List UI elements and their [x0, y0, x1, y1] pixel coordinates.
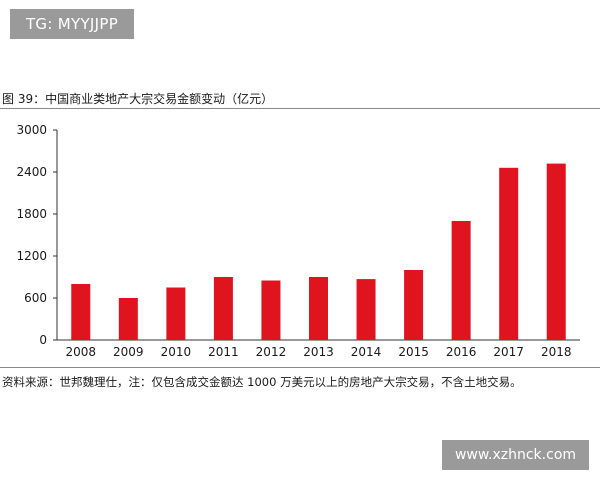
bar	[261, 280, 281, 340]
bar	[546, 163, 566, 340]
x-tick-label: 2016	[446, 345, 477, 359]
bar	[118, 298, 138, 340]
x-tick-label: 2018	[541, 345, 572, 359]
y-tick-label: 600	[24, 291, 47, 305]
bar	[499, 167, 519, 340]
bar	[451, 221, 471, 340]
bar	[213, 277, 233, 340]
x-tick-label: 2017	[493, 345, 524, 359]
x-tick-label: 2015	[398, 345, 429, 359]
y-tick-label: 1200	[16, 249, 47, 263]
source-note: 资料来源：世邦魏理仕，注：仅包含成交金额达 1000 万美元以上的房地产大宗交易…	[2, 375, 522, 389]
x-tick-label: 2012	[256, 345, 287, 359]
chart-title: 图 39：中国商业类地产大宗交易金额变动（亿元）	[2, 92, 274, 106]
x-tick-label: 2009	[113, 345, 144, 359]
source-divider	[0, 367, 600, 368]
y-tick-label: 1800	[16, 207, 47, 221]
bar-chart: 0 600 1200 1800 2400 3000 2008 2009 2010 2011 2012…	[16, 123, 580, 359]
watermark-top-left: TG: MYYJJPP	[10, 9, 134, 39]
x-tick-label: 2010	[161, 345, 192, 359]
y-tick-label: 3000	[16, 123, 47, 137]
bar	[404, 270, 424, 340]
x-tick-label: 2014	[351, 345, 382, 359]
x-tick-label: 2013	[303, 345, 334, 359]
x-tick-label: 2008	[65, 345, 96, 359]
y-tick-label: 0	[39, 333, 47, 347]
y-tick-label: 2400	[16, 165, 47, 179]
x-tick-label: 2011	[208, 345, 239, 359]
bar	[309, 277, 328, 340]
bar	[71, 284, 91, 340]
bar	[356, 279, 376, 340]
title-divider	[0, 108, 600, 109]
watermark-bottom-right: www.xzhnck.com	[442, 440, 589, 470]
bar	[166, 287, 186, 340]
